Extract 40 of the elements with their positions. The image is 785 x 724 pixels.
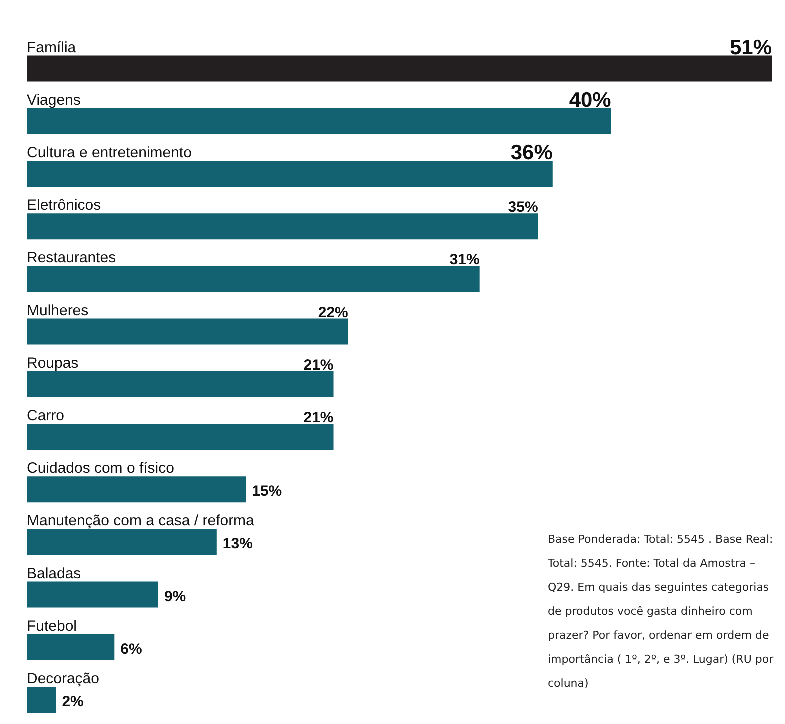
data-label: 31% — [450, 252, 480, 269]
data-label: 9% — [164, 588, 186, 606]
bar — [27, 266, 480, 292]
y-tick-label: Roupas — [27, 354, 79, 372]
bar — [27, 424, 334, 450]
y-tick-label: Cuidados com o físico — [27, 460, 174, 478]
data-label: 40% — [569, 88, 612, 112]
data-label: 22% — [318, 304, 348, 322]
bar — [27, 686, 56, 713]
bar — [27, 214, 538, 240]
y-tick-label: Restaurantes — [27, 250, 116, 267]
bar — [27, 371, 334, 398]
data-label: 15% — [252, 483, 282, 500]
bar — [27, 56, 772, 82]
y-tick-label: Manutenção com a casa / reforma — [27, 512, 256, 530]
y-tick-label: Decoração — [27, 670, 100, 688]
data-label: 13% — [222, 536, 253, 553]
y-tick-label: Família — [27, 39, 77, 56]
bar — [27, 476, 246, 503]
data-label: 35% — [508, 199, 538, 216]
bar — [27, 529, 217, 556]
data-label: 21% — [304, 356, 334, 374]
bar — [27, 108, 612, 134]
y-tick-label: Mulheres — [27, 302, 89, 320]
y-tick-label: Viagens — [27, 92, 81, 109]
bar — [27, 161, 553, 187]
data-label: 51% — [730, 36, 772, 60]
y-tick-label: Carro — [27, 408, 64, 424]
data-label: 21% — [304, 410, 334, 426]
y-tick-label: Eletrônicos — [27, 197, 102, 214]
data-label: 6% — [120, 640, 142, 658]
bar — [27, 634, 115, 660]
bar — [27, 318, 348, 345]
annotation: Base Ponderada: Total: 5545 . Base Real: Total: 5545. Fonte: Total da Amostra – Q29. Em quais das seguintes categorias de produtos você gasta dinheiro com prazer? Por favor, ordenar em ordem de importância ( 1º, 2º, e 3º. Lugar) (RU por coluna) — [548, 532, 775, 692]
y-tick-label: Baladas — [27, 565, 82, 582]
y-tick-label: Futebol — [27, 618, 77, 635]
data-label: 2% — [62, 693, 84, 710]
bar — [27, 582, 158, 608]
data-label: 36% — [510, 142, 554, 164]
y-tick-label: Cultura e entretenimento — [27, 144, 192, 162]
